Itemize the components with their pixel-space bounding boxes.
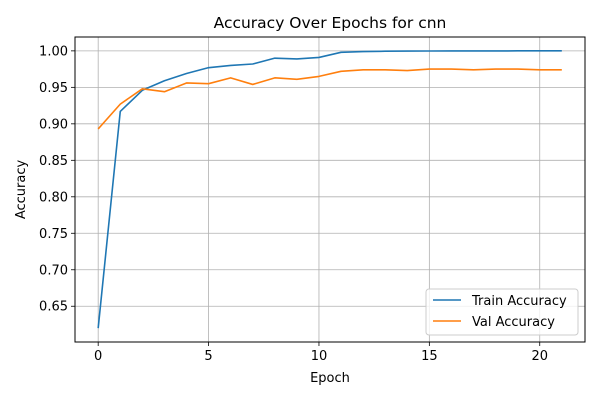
- legend: Train Accuracy Val Accuracy: [425, 288, 579, 336]
- y-axis-label: Accuracy: [14, 160, 29, 220]
- y-tick-label: 0.75: [39, 227, 68, 242]
- legend-label-val-accuracy: Val Accuracy: [472, 315, 555, 330]
- legend-label-train-accuracy: Train Accuracy: [471, 294, 567, 309]
- x-tick-label: 0: [94, 349, 102, 364]
- series-lines: [97, 50, 562, 329]
- y-tick-label: 0.95: [39, 81, 68, 96]
- x-axis-label: Epoch: [310, 371, 350, 386]
- x-tick-label: 20: [531, 349, 548, 364]
- plot-area-frame: [74, 36, 586, 343]
- x-tick-label: 10: [311, 349, 328, 364]
- legend-box: [425, 288, 579, 336]
- series-line-train-accuracy: [97, 50, 562, 329]
- x-tick-label: 15: [421, 349, 438, 364]
- chart-title: Accuracy Over Epochs for cnn: [214, 14, 447, 32]
- y-tick-label: 0.80: [39, 190, 68, 205]
- x-tick-label: 5: [204, 349, 212, 364]
- y-tick-label: 0.90: [39, 117, 68, 132]
- x-axis-ticks: 0 5 10 15 20: [94, 342, 548, 364]
- y-tick-label: 0.85: [39, 154, 68, 169]
- y-tick-label: 0.70: [39, 263, 68, 278]
- series-line-val-accuracy: [97, 68, 562, 130]
- y-axis-ticks: 0.65 0.70 0.75 0.80 0.85 0.90 0.95 1.00: [39, 44, 75, 315]
- y-tick-label: 0.65: [39, 300, 68, 315]
- y-tick-label: 1.00: [39, 44, 68, 59]
